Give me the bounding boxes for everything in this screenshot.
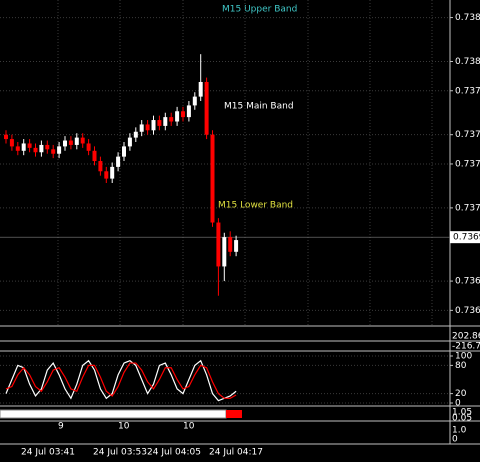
candle-body (127, 137, 132, 147)
y-tick-label: 0.7371 (455, 203, 480, 213)
candle-body (175, 111, 180, 122)
stochastic-line (5, 362, 237, 399)
candle-body (234, 240, 239, 252)
y-tick-label: 0.7384 (455, 13, 480, 23)
candle-body (39, 144, 44, 153)
indicator-label: -216.70 (452, 342, 480, 352)
candle-body (4, 134, 8, 140)
y-tick-label: 0.7374 (455, 159, 480, 169)
current-price-label: 0.7369 (453, 233, 480, 243)
candle-body (222, 237, 227, 267)
x-tick-label: 24 Jul 04:05 (147, 448, 201, 458)
indicator-label: 1.05 (452, 408, 472, 418)
y-tick-label: 0.7379 (455, 86, 480, 96)
x-tick-label: 24 Jul 03:41 (21, 448, 75, 458)
indicator-label: 0 (452, 435, 458, 445)
candle-body (21, 143, 26, 151)
band-label: M15 Lower Band (218, 201, 293, 211)
candle-body (116, 156, 121, 167)
band-label: M15 Upper Band (222, 5, 297, 15)
candle-body (110, 166, 115, 179)
session-label: 9 (58, 422, 64, 432)
candle-body (51, 149, 56, 154)
candle-body (63, 140, 67, 147)
candle-body (122, 146, 126, 157)
signal-strip (0, 409, 227, 419)
candle-body (186, 105, 191, 118)
candle-body (198, 81, 203, 97)
x-tick-label: 24 Jul 04:17 (209, 448, 263, 458)
y-tick-label: 100 (455, 352, 472, 362)
candle-body (163, 117, 168, 126)
candle-body (169, 117, 174, 122)
candle-body (27, 143, 32, 148)
y-tick-label: 0.7381 (455, 57, 480, 67)
indicator-label: 202.868 (452, 332, 480, 342)
candle-body (33, 147, 38, 153)
y-tick-label: 20 (455, 389, 467, 399)
candle-body (210, 134, 215, 223)
session-label: 10 (183, 422, 195, 432)
indicator-label: 0.05 (452, 414, 472, 424)
candle-body (181, 111, 185, 118)
candle-body (104, 171, 109, 179)
candle-body (204, 81, 209, 135)
candle-body (9, 139, 14, 147)
candle-body (133, 131, 138, 138)
y-tick-label: 80 (455, 361, 467, 371)
stochastic-line (5, 359, 237, 402)
candle-body (192, 96, 197, 106)
candle-body (228, 237, 233, 252)
band-label: M15 Main Band (224, 102, 294, 112)
candle-body (151, 120, 156, 131)
y-tick-label: 0.7366 (455, 277, 480, 287)
y-tick-label: 0.7364 (455, 306, 480, 316)
y-tick-label: 0.7376 (455, 130, 480, 140)
candle-body (157, 120, 162, 126)
candle-body (45, 144, 50, 150)
x-tick-label: 24 Jul 03:53 (93, 448, 147, 458)
candle-body (92, 150, 97, 162)
candle-body (74, 137, 79, 145)
candle-body (139, 124, 144, 132)
candle-body (80, 137, 85, 144)
indicator-label: 1.0 (452, 426, 467, 436)
candle-body (86, 143, 91, 151)
candle-body (145, 124, 150, 131)
candle-body (68, 140, 73, 145)
candle-body (98, 161, 103, 172)
signal-strip (226, 410, 242, 418)
candle-body (216, 222, 221, 267)
current-price-box (450, 231, 480, 244)
y-tick-label: 0 (455, 399, 461, 409)
candle-body (57, 146, 62, 154)
candle-body (15, 146, 20, 151)
session-label: 10 (118, 422, 130, 432)
